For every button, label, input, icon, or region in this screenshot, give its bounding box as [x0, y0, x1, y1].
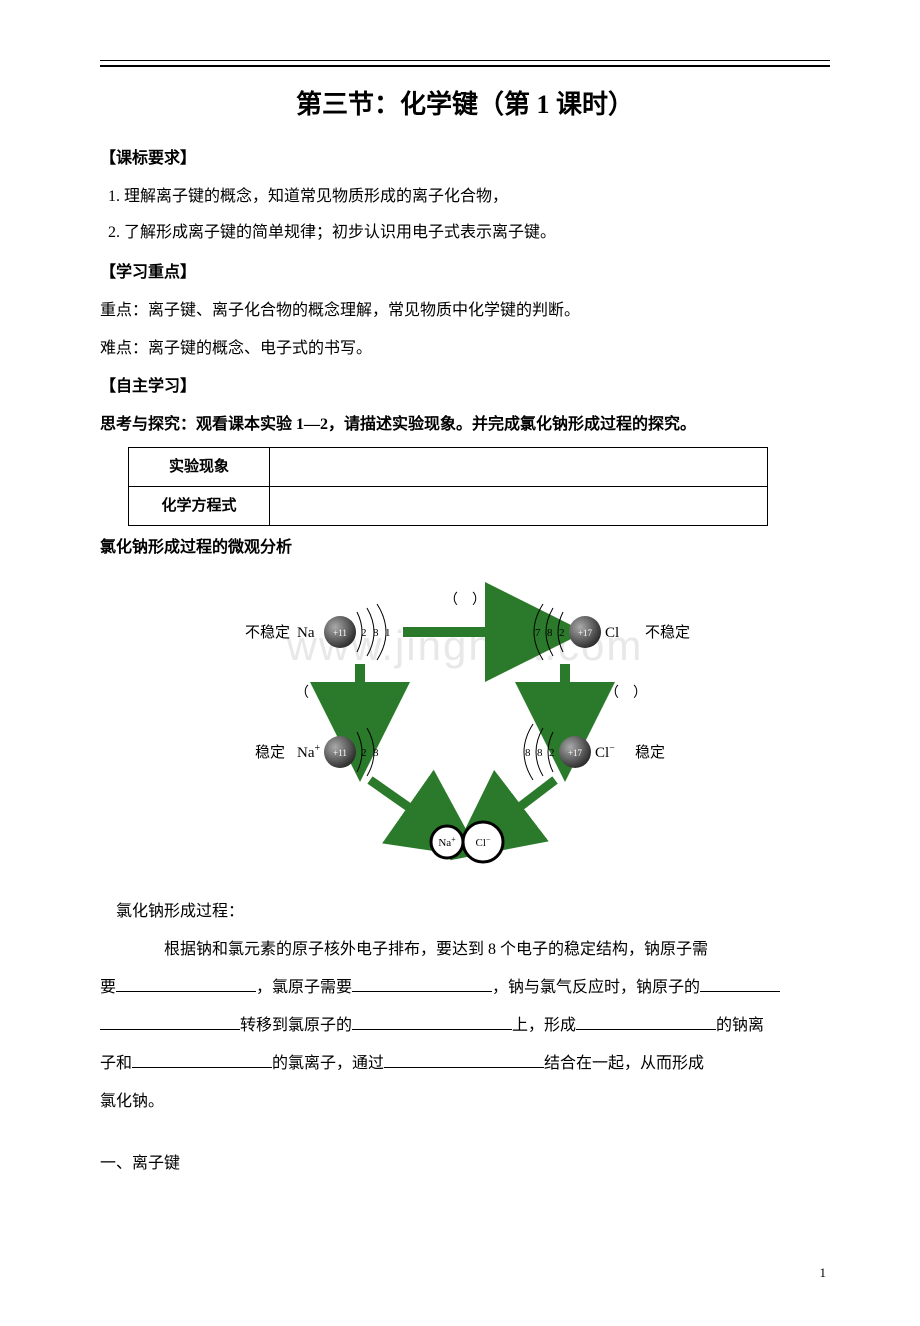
blank-2 [352, 975, 492, 992]
nacl-diagram: www.jinghua.com 不稳定 Na +11 2 8 1 （ ） [100, 582, 830, 884]
blank-7 [384, 1051, 544, 1068]
na-ion-e2: 8 [373, 747, 379, 759]
left-paren: （ ） [295, 685, 337, 701]
t-zihe: 子和 [100, 1055, 132, 1072]
na-ion-e1: 2 [361, 747, 367, 759]
top-rule [100, 60, 830, 67]
na-e2: 8 [373, 627, 379, 639]
blank-1 [116, 975, 256, 992]
page-number: 1 [100, 1260, 830, 1286]
blank-3b [100, 1013, 240, 1030]
na-e3: 1 [385, 627, 391, 639]
t-form: 上，形成 [512, 1017, 576, 1034]
fp1: 根据钠和氯元素的原子核外电子排布，要达到 8 个电子的稳定结构，钠原子需 [164, 941, 708, 958]
t-cl: ，氯原子需要 [256, 979, 352, 996]
blank-3a [700, 975, 780, 992]
req-list: 理解离子键的概念，知道常见物质形成的离子化合物， 了解形成离子键的简单规律；初步… [100, 181, 830, 249]
right-paren: （ ） [605, 685, 647, 701]
arrow-diag-right [500, 780, 555, 822]
focus-label-text: 【学习重点】 [100, 264, 196, 281]
label-stable-right: 稳定 [635, 744, 665, 761]
heading-ionic: 一、离子键 [100, 1148, 830, 1180]
cl-e2: 8 [547, 627, 553, 639]
tbl-r2-label: 化学方程式 [129, 487, 270, 526]
top-paren: （ ） [444, 592, 486, 608]
cl-e3: 7 [535, 627, 541, 639]
experiment-table: 实验现象 化学方程式 [128, 447, 768, 526]
micro-title: 氯化钠形成过程的微观分析 [100, 532, 830, 564]
t-yao: 要 [100, 979, 116, 996]
tbl-r2-val [270, 487, 768, 526]
arrow-diag-left [370, 780, 430, 822]
req-item-2: 了解形成离子键的简单规律；初步认识用电子式表示离子键。 [124, 217, 830, 249]
cl-e1: 2 [559, 627, 565, 639]
tbl-r1-val [270, 448, 768, 487]
fill-line-1: 根据钠和氯元素的原子核外电子排布，要达到 8 个电子的稳定结构，钠原子需 [100, 934, 830, 966]
label-cl-minus: Cl− [595, 743, 615, 761]
blank-4 [352, 1013, 512, 1030]
na-e1: 2 [361, 627, 367, 639]
req-label-text: 【课标要求】 [100, 150, 196, 167]
focus-line-1: 重点：离子键、离子化合物的概念理解，常见物质中化学键的判断。 [100, 295, 830, 327]
label-unstable-right: 不稳定 [645, 624, 690, 641]
label-na: Na [297, 625, 315, 641]
fill-line-4: 子和 的氯离子，通过 结合在一起，从而形成 [100, 1048, 830, 1080]
t-react: ，钠与氯气反应时，钠原子的 [492, 979, 700, 996]
req-item-1: 理解离子键的概念，知道常见物质形成的离子化合物， [124, 181, 830, 213]
req-label: 【课标要求】 [100, 143, 830, 175]
t-transfer: 转移到氯原子的 [240, 1017, 352, 1034]
focus-line-2: 难点：离子键的概念、电子式的书写。 [100, 333, 830, 365]
focus-label: 【学习重点】 [100, 257, 830, 289]
label-cl: Cl [605, 625, 619, 641]
think-explore: 思考与探究：观看课本实验 1—2，请描述实验现象。并完成氯化钠形成过程的探究。 [100, 409, 830, 441]
label-na-plus: Na+ [297, 743, 321, 761]
self-label: 【自主学习】 [100, 371, 830, 403]
table-row: 化学方程式 [129, 487, 768, 526]
fill-line-3: 转移到氯原子的 上，形成 的钠离 [100, 1010, 830, 1042]
tbl-r1-label: 实验现象 [129, 448, 270, 487]
fill-line-2: 要 ，氯原子需要 ，钠与氯气反应时，钠原子的 [100, 972, 830, 1004]
fill-line-5: 氯化钠。 [100, 1086, 830, 1118]
t-clion: 的氯离子，通过 [272, 1055, 384, 1072]
cl-charge: +17 [578, 628, 593, 638]
page-title: 第三节：化学键（第 1 课时） [100, 79, 830, 131]
na-charge: +11 [333, 628, 347, 638]
cl-ion-e2: 8 [537, 747, 543, 759]
na-ion-charge: +11 [333, 748, 347, 758]
t-combine: 结合在一起，从而形成 [544, 1055, 704, 1072]
label-unstable-left: 不稳定 [245, 624, 290, 641]
blank-5 [576, 1013, 716, 1030]
cl-ion-e3: 8 [525, 747, 531, 759]
cl-ion-e1: 2 [549, 747, 555, 759]
self-label-text: 【自主学习】 [100, 378, 196, 395]
cl-ion-charge: +17 [568, 748, 583, 758]
blank-6 [132, 1051, 272, 1068]
table-row: 实验现象 [129, 448, 768, 487]
t-naion: 的钠离 [716, 1017, 764, 1034]
process-title: 氯化钠形成过程： [100, 896, 830, 928]
label-stable-left: 稳定 [255, 744, 285, 761]
diagram-svg: 不稳定 Na +11 2 8 1 （ ） 7 8 2 +17 Cl 不稳定 （ … [185, 582, 745, 872]
